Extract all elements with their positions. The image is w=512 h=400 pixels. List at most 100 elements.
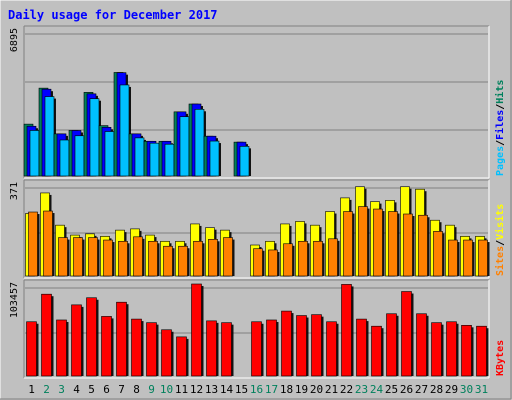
legend-separator: / [495,140,506,146]
x-tick-label: 8 [133,383,140,396]
bar-sites-31 [478,239,488,277]
x-tick-label: 31 [475,383,488,396]
bar-sites-9 [148,240,158,277]
bar-kbytes-29 [446,321,457,377]
legend-separator: / [495,104,506,110]
x-tick-label: 9 [148,383,155,396]
bar-kbytes-12 [191,283,202,377]
legend-separator: / [495,240,506,246]
bar-sites-17 [268,249,278,277]
x-tick-label: 15 [235,383,248,396]
x-tick-label: 7 [118,383,125,396]
bar-kbytes-2 [41,293,52,377]
bar-sites-23 [358,206,368,277]
bar-pages-4 [74,135,85,177]
bar-sites-13 [208,238,218,277]
scale-max-label: 371 [9,182,20,200]
bar-sites-30 [463,239,473,277]
bar-pages-13 [209,140,220,177]
bar-sites-19 [298,240,308,277]
bar-sites-2 [43,210,53,277]
bar-pages-6 [104,131,115,177]
bar-kbytes-13 [206,320,217,377]
scale-max-label: 6895 [9,28,20,52]
bar-kbytes-16 [251,321,262,377]
bar-kbytes-8 [131,318,142,377]
x-tick-label: 2 [43,383,50,396]
bar-sites-29 [448,239,458,277]
bar-sites-14 [223,237,233,277]
bar-kbytes-27 [416,313,427,377]
bar-sites-22 [343,211,353,277]
x-tick-label: 23 [355,383,368,396]
x-tick-label: 24 [370,383,384,396]
legend-pages: Pages [495,146,506,176]
x-tick-label: 1 [28,383,35,396]
chart-panels: 6895Pages/Files/Hits371Sites/Visits10345… [9,25,506,379]
bar-kbytes-28 [431,322,442,377]
bar-sites-1 [28,211,38,277]
bar-kbytes-20 [311,314,322,377]
bar-kbytes-5 [86,297,97,377]
bar-pages-2 [44,96,55,177]
x-tick-label: 5 [88,383,95,396]
x-tick-label: 16 [250,383,263,396]
bar-kbytes-22 [341,284,352,377]
x-tick-label: 19 [295,383,308,396]
bar-kbytes-11 [176,336,187,377]
bar-kbytes-25 [386,313,397,377]
x-tick-label: 13 [205,383,218,396]
x-tick-label: 25 [385,383,398,396]
x-tick-label: 20 [310,383,323,396]
bar-sites-8 [133,236,143,277]
bar-kbytes-3 [56,319,67,377]
legend-files: Files [494,110,506,140]
bar-kbytes-26 [401,291,412,377]
bar-pages-3 [59,139,70,177]
x-tick-label: 14 [220,383,234,396]
bar-pages-10 [164,143,175,177]
bar-sites-7 [118,240,128,277]
bar-kbytes-31 [476,325,487,377]
series-legend: Pages/Files/Hits [494,80,506,176]
x-tick-label: 17 [265,383,278,396]
bar-kbytes-24 [371,325,382,377]
legend-hits: Hits [494,80,506,104]
bar-kbytes-6 [101,316,112,377]
bar-sites-6 [103,239,113,277]
x-tick-label: 22 [340,383,353,396]
x-tick-label: 18 [280,383,293,396]
bar-pages-11 [179,116,190,177]
legend-visits: Visits [494,204,506,240]
scale-max-label: 103457 [9,282,20,318]
bar-sites-20 [313,240,323,277]
bar-sites-21 [328,238,338,277]
x-tick-label: 4 [73,383,80,396]
x-tick-label: 27 [415,383,428,396]
chart-title: Daily usage for December 2017 [8,8,218,22]
x-tick-label: 28 [430,383,443,396]
bar-pages-1 [29,130,40,177]
bar-sites-4 [73,237,83,277]
bar-pages-12 [194,108,205,177]
bar-kbytes-4 [71,304,82,377]
bar-pages-15 [239,146,250,177]
bar-sites-25 [388,211,398,277]
panel-3: 103457 KBytes [9,279,506,379]
bar-pages-8 [134,137,145,177]
series-legend: Sites/Visits [494,204,506,276]
bar-sites-3 [58,237,68,277]
x-tick-label: 29 [445,383,458,396]
bar-kbytes-18 [281,310,292,377]
bar-sites-24 [373,208,383,277]
x-tick-label: 21 [325,383,338,396]
bar-kbytes-9 [146,322,157,377]
bar-kbytes-1 [26,321,37,377]
x-tick-label: 12 [190,383,203,396]
bar-pages-5 [89,98,100,177]
bar-kbytes-19 [296,315,307,377]
series-legend: KBytes [495,340,506,376]
bar-kbytes-23 [356,318,367,377]
bar-sites-27 [418,214,428,277]
